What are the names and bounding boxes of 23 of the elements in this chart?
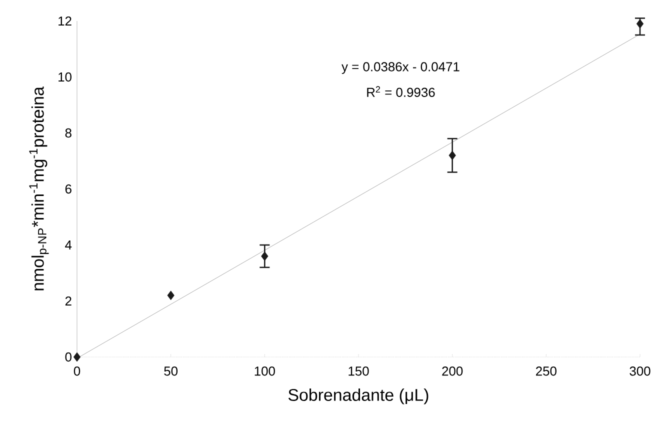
point [448, 150, 456, 160]
y-tick-label: 2 [65, 296, 72, 306]
x-tick-label: 50 [164, 366, 178, 376]
y-tick-label: 4 [65, 240, 72, 250]
y-tick-label: 12 [58, 16, 72, 26]
y-tick-label: 6 [65, 184, 72, 194]
y-tick-label: 8 [65, 128, 72, 138]
point [73, 352, 81, 362]
x-axis-title: Sobrenadante (μL) [288, 388, 428, 404]
x-tick-label: 200 [442, 366, 463, 376]
x-tick-label: 150 [348, 366, 369, 376]
x-tick-label: 250 [536, 366, 556, 376]
point [636, 19, 644, 28]
annotation: y = 0.0386x - 0.0471 [342, 62, 460, 74]
x-tick-label: 300 [630, 366, 650, 376]
y-axis-title: nmol$_{p-NP}$*min$^{-1}$mg$^{-1}$proteina [29, 86, 49, 290]
y-tick-label: 10 [58, 72, 72, 82]
point [261, 252, 268, 261]
y-tick-label: 0 [65, 352, 72, 362]
annotation: R$^{2}$ = 0.9936 [367, 86, 435, 97]
point [167, 290, 174, 300]
x-tick-label: 100 [254, 366, 275, 376]
x-tick-label: 0 [74, 366, 80, 376]
